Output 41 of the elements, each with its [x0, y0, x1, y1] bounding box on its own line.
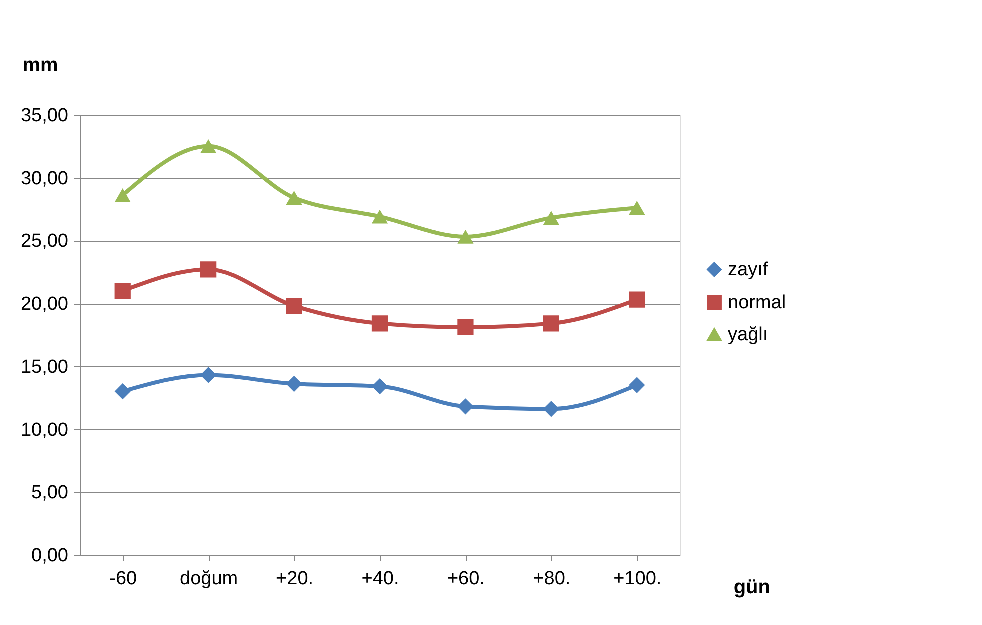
y-tick-label: 5,00 — [32, 482, 68, 504]
point — [629, 377, 646, 394]
point — [372, 210, 388, 224]
legend-label: normal — [728, 292, 786, 314]
point — [629, 201, 646, 216]
x-tick-label: doğum — [180, 568, 238, 590]
point — [543, 401, 560, 418]
legend-label: zayıf — [728, 260, 769, 281]
point — [629, 292, 646, 308]
point — [286, 376, 302, 392]
point — [372, 378, 388, 395]
point — [543, 211, 560, 226]
x-tick-label: +20. — [276, 568, 314, 590]
point — [372, 316, 388, 332]
y-tick-label: 35,00 — [20, 106, 68, 126]
y-tick-label: 10,00 — [20, 420, 68, 441]
x-tick-label: -60 — [110, 568, 138, 590]
x-tick-label: +60. — [447, 568, 485, 590]
point — [114, 282, 131, 300]
point — [458, 398, 474, 415]
y-tick-label: 25,00 — [20, 231, 68, 252]
point — [114, 188, 131, 202]
point — [458, 230, 474, 244]
y-tick-label: 20,00 — [20, 294, 68, 316]
x-axis-title: gün — [734, 576, 770, 598]
x-tick-label: +40. — [362, 568, 400, 590]
point — [114, 384, 131, 400]
point — [200, 262, 217, 278]
point — [543, 316, 560, 332]
y-axis-title: mm — [22, 54, 58, 76]
y-tick-label: 15,00 — [20, 356, 68, 378]
point — [200, 367, 217, 384]
y-tick-label: 30,00 — [20, 168, 68, 190]
x-tick-label: +100. — [614, 568, 662, 590]
legend-label: yağlı — [728, 324, 768, 346]
point — [200, 139, 217, 154]
x-tick-label: +80. — [533, 568, 571, 590]
point — [286, 298, 302, 314]
point — [286, 190, 302, 205]
y-tick-label: 0,00 — [32, 546, 68, 566]
point — [458, 319, 474, 336]
